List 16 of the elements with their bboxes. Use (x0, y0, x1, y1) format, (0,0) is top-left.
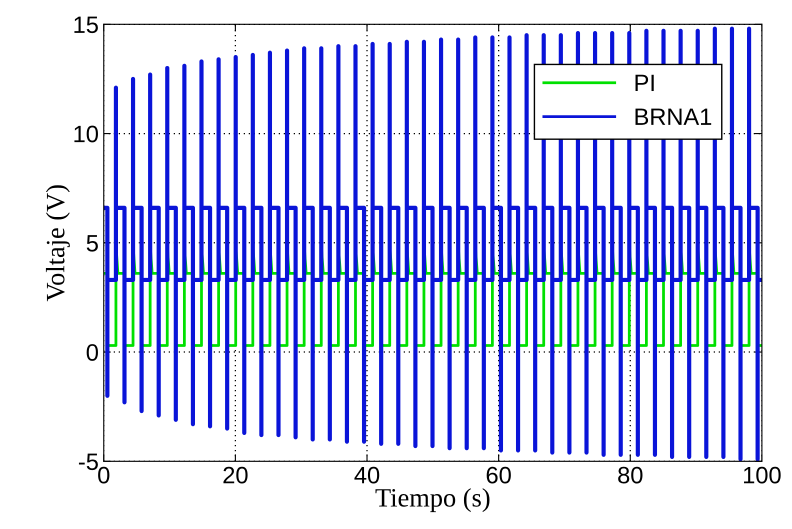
x-axis-title: Tiempo (s) (376, 488, 490, 512)
x-tick-label: 60 (486, 466, 511, 484)
y-tick-label: 10 (74, 126, 98, 142)
y-axis-title: Voltaje (V) (46, 185, 70, 302)
line-series (104, 26, 762, 462)
x-tick-label: 0 (98, 466, 110, 484)
x-tick-label: 80 (618, 466, 642, 484)
y-tick-label: -5 (78, 454, 98, 470)
legend-label: BRNA1 (636, 108, 712, 125)
x-tick-label: 100 (744, 466, 781, 484)
y-tick-label: 15 (74, 16, 98, 34)
x-tick-label: 20 (223, 466, 248, 484)
y-tick-label: 5 (86, 235, 98, 252)
x-tick-label: 40 (354, 466, 380, 484)
legend-label: PI (636, 74, 654, 92)
y-tick-label: 0 (86, 344, 98, 361)
